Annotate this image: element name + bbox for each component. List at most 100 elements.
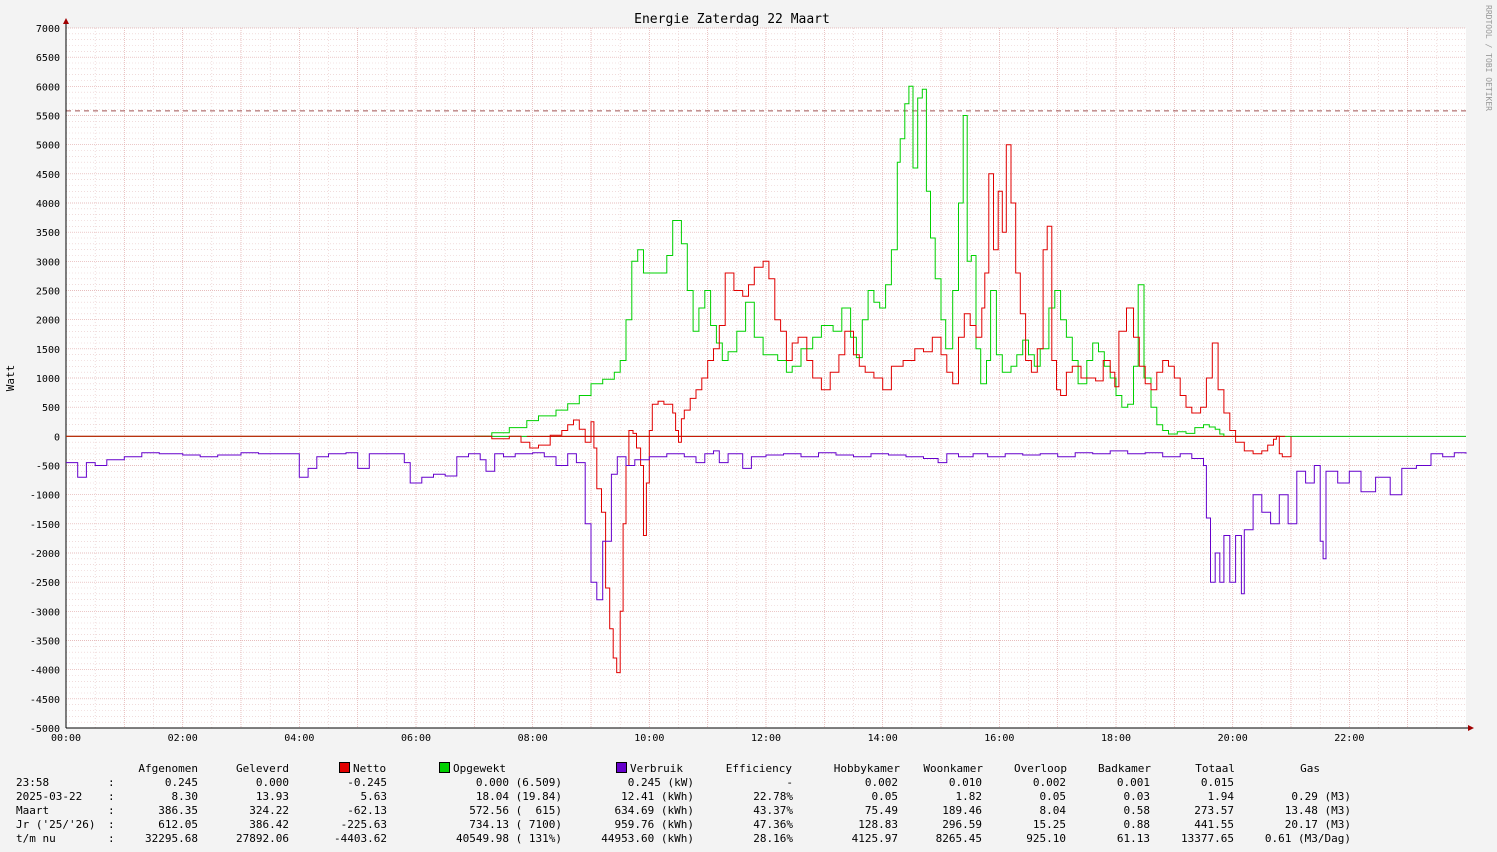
legend-cell-netto: -225.63	[340, 818, 387, 831]
series	[66, 85, 1467, 674]
legend-cell-afgenomen: 612.05	[158, 818, 198, 831]
y-tick-label: 1000	[36, 374, 60, 385]
legend-cell-afgenomen: 8.30	[171, 790, 199, 803]
legend-cell-geleverd: 13.93	[255, 790, 289, 803]
legend-cell-opgewekt: 40549.98 ( 131%)	[456, 832, 562, 845]
legend-cell-sep: :	[108, 776, 115, 789]
legend-cell-totaal: 0.015	[1200, 776, 1234, 789]
y-tick-label: 0	[54, 432, 60, 443]
y-tick-label: 2500	[36, 287, 60, 298]
legend-cell-efficiency: 22.78%	[753, 790, 793, 803]
y-tick-label: -500	[36, 462, 60, 473]
grid	[66, 27, 1466, 729]
legend-cell-netto: 5.63	[360, 790, 388, 803]
header-opgewekt-label: Opgewekt	[453, 762, 506, 775]
legend-cell-hobbykamer: 128.83	[858, 818, 898, 831]
y-tick-label: -1500	[30, 520, 60, 531]
legend-cell-efficiency: 43.37%	[753, 804, 793, 817]
legend-cell-woonkamer: 1.82	[955, 790, 983, 803]
legend-cell-label: 2025-03-22	[16, 790, 83, 803]
y-tick-label: -3500	[30, 637, 60, 648]
series-netto	[66, 144, 1292, 674]
y-tick-label: 6000	[36, 82, 60, 93]
x-tick-label: 00:00	[51, 733, 81, 744]
y-tick-label: -3000	[30, 607, 60, 618]
legend-cell-efficiency: 28.16%	[753, 832, 793, 845]
legend-cell-verbruik: 0.245 (kW)	[627, 776, 694, 789]
header-woonkamer: Woonkamer	[923, 762, 983, 775]
legend-cell-totaal: 1.94	[1207, 790, 1235, 803]
legend-cell-badkamer: 0.88	[1123, 818, 1151, 831]
legend-cell-verbruik: 634.69 (kWh)	[614, 804, 694, 817]
legend-cell-gas: 0.29 (M3)	[1291, 790, 1351, 803]
header-verbruik-label: Verbruik	[630, 762, 683, 775]
y-tick-label: -4000	[30, 666, 60, 677]
legend-cell-verbruik: 959.76 (kWh)	[614, 818, 694, 831]
legend-cell-opgewekt: 18.04 (19.84)	[475, 790, 562, 803]
x-tick-label: 08:00	[518, 733, 548, 744]
legend-cell-badkamer: 0.58	[1123, 804, 1151, 817]
legend-cell-netto: -62.13	[347, 804, 387, 817]
x-tick-label: 02:00	[168, 733, 198, 744]
legend-table: Afgenomen Geleverd Netto Opgewekt Verbru…	[0, 760, 1497, 850]
y-tick-label: 500	[42, 403, 60, 414]
legend-cell-sep: :	[108, 804, 115, 817]
y-tick-label: 7000	[36, 24, 60, 35]
header-efficiency: Efficiency	[725, 762, 792, 775]
y-tick-label: 4500	[36, 170, 60, 181]
y-tick-label: -1000	[30, 491, 60, 502]
legend-cell-hobbykamer: 0.05	[871, 790, 899, 803]
header-geleverd: Geleverd	[236, 762, 289, 775]
legend-cell-afgenomen: 0.245	[164, 776, 198, 789]
legend-cell-label: t/m nu	[16, 832, 56, 845]
x-tick-label: 16:00	[984, 733, 1014, 744]
x-tick-label: 06:00	[401, 733, 431, 744]
legend-cell-geleverd: 0.000	[255, 776, 289, 789]
legend-cell-geleverd: 324.22	[249, 804, 289, 817]
legend-cell-totaal: 273.57	[1194, 804, 1234, 817]
legend-cell-woonkamer: 8265.45	[935, 832, 982, 845]
legend-cell-overloop: 925.10	[1026, 832, 1066, 845]
x-tick-label: 14:00	[868, 733, 898, 744]
x-tick-label: 22:00	[1334, 733, 1364, 744]
legend-cell-hobbykamer: 75.49	[864, 804, 898, 817]
legend-cell-netto: -0.245	[347, 776, 387, 789]
y-tick-label: 1500	[36, 345, 60, 356]
legend-cell-sep: :	[108, 818, 115, 831]
legend-cell-afgenomen: 386.35	[158, 804, 198, 817]
header-hobbykamer: Hobbykamer	[833, 762, 900, 775]
y-axis-label: Watt	[4, 365, 17, 392]
legend-cell-overloop: 0.002	[1032, 776, 1066, 789]
x-axis-arrow-icon	[1468, 725, 1474, 731]
y-tick-label: 3000	[36, 257, 60, 268]
legend-cell-sep: :	[108, 832, 115, 845]
legend-cell-overloop: 0.05	[1039, 790, 1067, 803]
chart-title: Energie Zaterdag 22 Maart	[634, 12, 830, 27]
header-verbruik: Verbruik	[616, 762, 683, 776]
header-opgewekt: Opgewekt	[439, 762, 506, 776]
y-tick-label: 5000	[36, 141, 60, 152]
series-verbruik	[66, 450, 1467, 601]
netto-swatch-icon	[339, 762, 350, 773]
legend-cell-efficiency: 47.36%	[753, 818, 793, 831]
header-totaal: Totaal	[1195, 762, 1235, 775]
x-tick-label: 12:00	[751, 733, 781, 744]
y-tick-label: 4000	[36, 199, 60, 210]
verbruik-swatch-icon	[616, 762, 627, 773]
legend-cell-gas: 20.17 (M3)	[1284, 818, 1351, 831]
y-tick-label: 2000	[36, 316, 60, 327]
legend-cell-verbruik: 12.41 (kWh)	[621, 790, 694, 803]
legend-cell-woonkamer: 0.010	[948, 776, 982, 789]
legend-cell-gas: 0.61 (M3/Dag)	[1264, 832, 1351, 845]
legend-cell-overloop: 15.25	[1032, 818, 1066, 831]
header-netto-label: Netto	[353, 762, 387, 775]
legend-cell-woonkamer: 296.59	[942, 818, 982, 831]
legend-cell-efficiency: -	[786, 776, 793, 789]
legend-cell-badkamer: 0.03	[1123, 790, 1151, 803]
x-tick-label: 04:00	[284, 733, 314, 744]
legend-cell-totaal: 441.55	[1194, 818, 1234, 831]
opgewekt-swatch-icon	[439, 762, 450, 773]
legend-cell-geleverd: 27892.06	[236, 832, 289, 845]
header-gas: Gas	[1300, 762, 1320, 775]
